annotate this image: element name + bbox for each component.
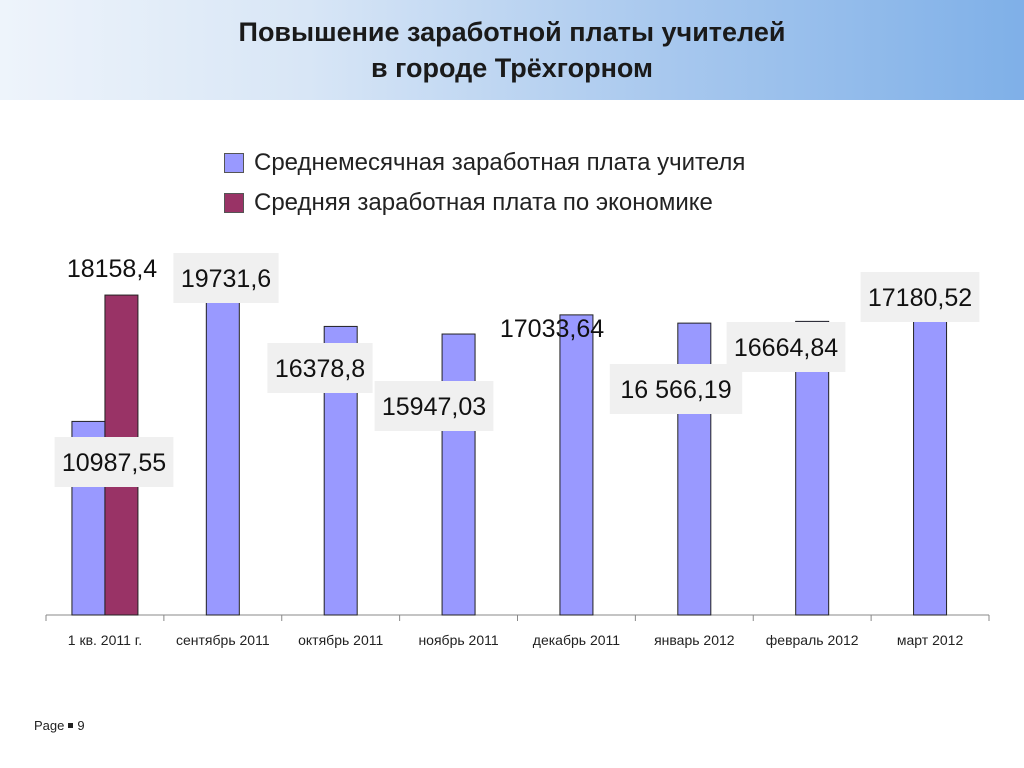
data-label: 17033,64 [500, 315, 604, 343]
x-tick-label: февраль 2012 [766, 632, 859, 648]
page-footer: Page 9 [34, 718, 85, 733]
footer-bullet-icon [68, 723, 74, 729]
x-tick-label: март 2012 [897, 632, 964, 648]
data-label: 15947,03 [382, 393, 486, 421]
data-label: 16378,8 [275, 355, 365, 383]
legend-label-teacher-salary: Среднемесячная заработная плата учителя [254, 149, 746, 176]
legend-item-economy-salary: Средняя заработная плата по экономике [224, 184, 745, 222]
title-banner: Повышение заработной платы учителей в го… [0, 0, 1024, 100]
legend-swatch-teacher-salary [224, 153, 244, 173]
bar-teacher-salary [559, 314, 594, 616]
footer-page-number: 9 [77, 718, 85, 733]
legend-swatch-economy-salary [224, 193, 244, 213]
data-label-box [726, 322, 846, 372]
data-label-box [860, 272, 980, 322]
data-label-box [173, 253, 279, 303]
x-tick-label: сентябрь 2011 [176, 632, 270, 648]
x-tick-label: октябрь 2011 [298, 632, 383, 648]
data-label: 16 566,19 [620, 376, 731, 404]
data-label: 19731,6 [181, 265, 271, 293]
data-label-box [267, 343, 373, 393]
data-label: 16664,84 [734, 334, 838, 362]
x-tick-label: 1 кв. 2011 г. [68, 632, 142, 648]
legend-item-teacher-salary: Среднемесячная заработная плата учителя [224, 144, 745, 182]
data-label: 10987,55 [62, 449, 166, 477]
chart-legend: Среднемесячная заработная плата учителя … [224, 144, 745, 224]
data-label-box [54, 437, 174, 487]
x-tick-label: ноябрь 2011 [418, 632, 498, 648]
legend-label-economy-salary: Средняя заработная плата по экономике [254, 189, 713, 216]
data-label-box [374, 381, 494, 431]
bar-teacher-salary [441, 333, 476, 616]
bar-teacher-salary [913, 311, 948, 616]
bar-teacher-salary [205, 266, 240, 616]
data-label: 18158,4 [67, 255, 157, 283]
x-tick-label: январь 2012 [654, 632, 735, 648]
data-label-box [609, 364, 743, 414]
slide-title-line-2: в городе Трёхгорном [370, 53, 654, 83]
x-tick-label: декабрь 2011 [533, 632, 620, 648]
data-label: 17180,52 [868, 284, 972, 312]
slide-title-line-1: Повышение заработной платы учителей [238, 17, 786, 47]
slide-title: Повышение заработной платы учителей в го… [0, 14, 1024, 86]
footer-page-label: Page [34, 718, 65, 733]
